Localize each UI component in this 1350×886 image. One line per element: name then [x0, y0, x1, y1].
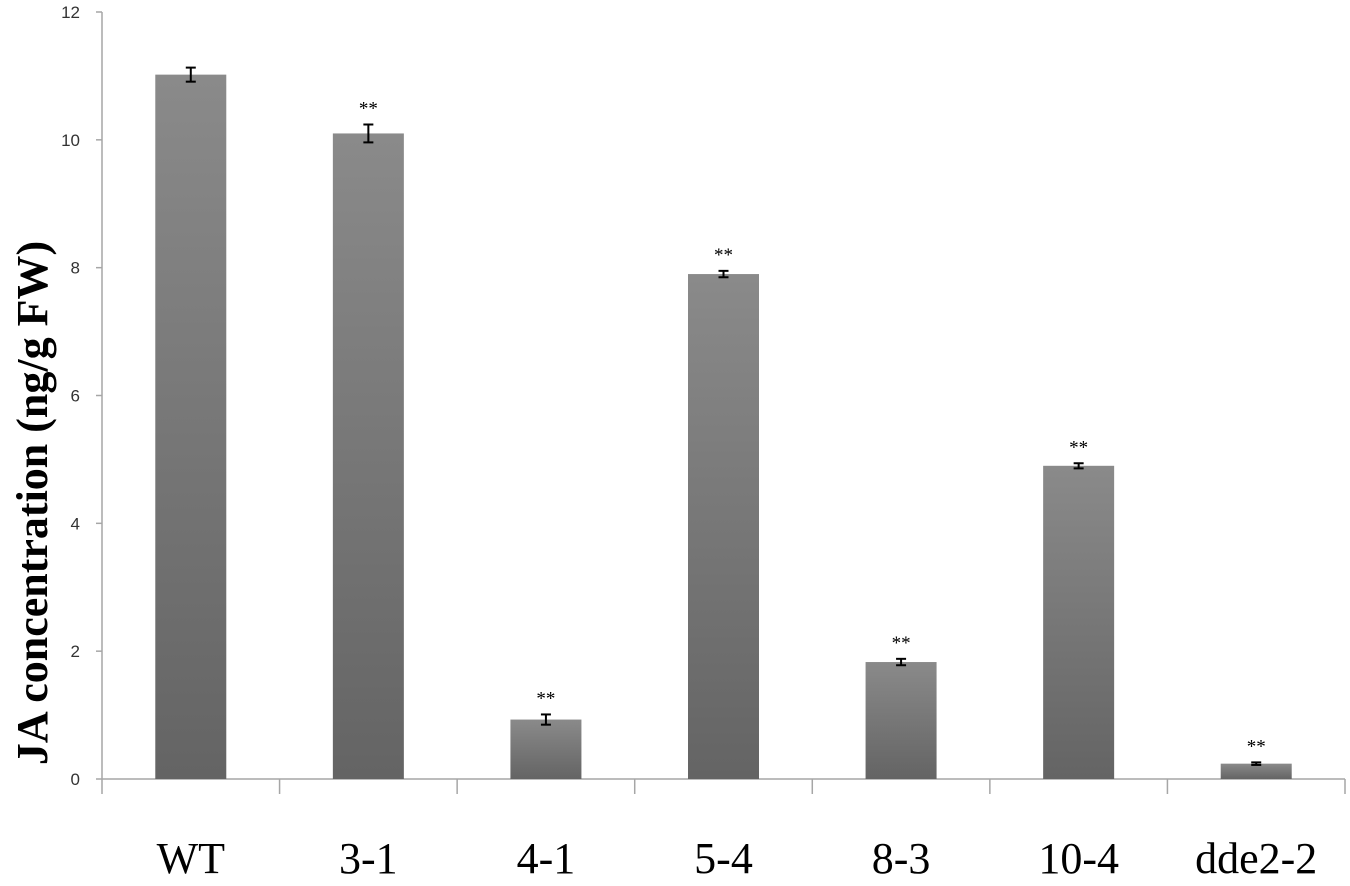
bar — [510, 719, 582, 779]
y-tick-label: 10 — [61, 131, 80, 150]
bar — [1043, 465, 1115, 779]
significance-marker: ** — [1069, 437, 1088, 458]
significance-marker: ** — [1247, 736, 1266, 757]
y-tick-label: 8 — [71, 259, 80, 278]
significance-marker: ** — [714, 245, 733, 266]
significance-marker: ** — [892, 633, 911, 654]
significance-marker: ** — [359, 98, 378, 119]
y-tick-label: 0 — [71, 770, 80, 789]
x-tick-label: 5-4 — [694, 834, 753, 881]
y-tick-label: 2 — [71, 642, 80, 661]
bar — [865, 662, 937, 779]
x-tick-label: 8-3 — [872, 834, 931, 881]
x-tick-label: WT — [157, 834, 226, 881]
bar — [688, 274, 759, 779]
bar — [1220, 763, 1292, 779]
y-tick-label: 12 — [61, 3, 80, 22]
x-tick-label: 3-1 — [339, 834, 398, 881]
significance-markers: ** ** ** ** ** ** — [359, 98, 1266, 757]
bar — [155, 74, 227, 780]
y-axis-title: JA concentration (ng/g FW) — [8, 241, 57, 765]
x-tick-label: 10-4 — [1038, 834, 1119, 881]
x-axis: WT 3-1 4-1 5-4 8-3 10-4 dde2-2 — [101, 778, 1346, 883]
bars — [155, 74, 1292, 780]
y-tick-label: 6 — [71, 387, 80, 406]
significance-marker: ** — [536, 688, 555, 709]
y-tick-label: 4 — [71, 514, 80, 533]
error-bars — [185, 66, 1262, 766]
bar — [332, 133, 404, 780]
x-tick-label: dde2-2 — [1195, 834, 1317, 881]
x-tick-label: 4-1 — [517, 834, 576, 881]
y-axis: 0 2 4 6 8 10 12 — [61, 3, 103, 789]
